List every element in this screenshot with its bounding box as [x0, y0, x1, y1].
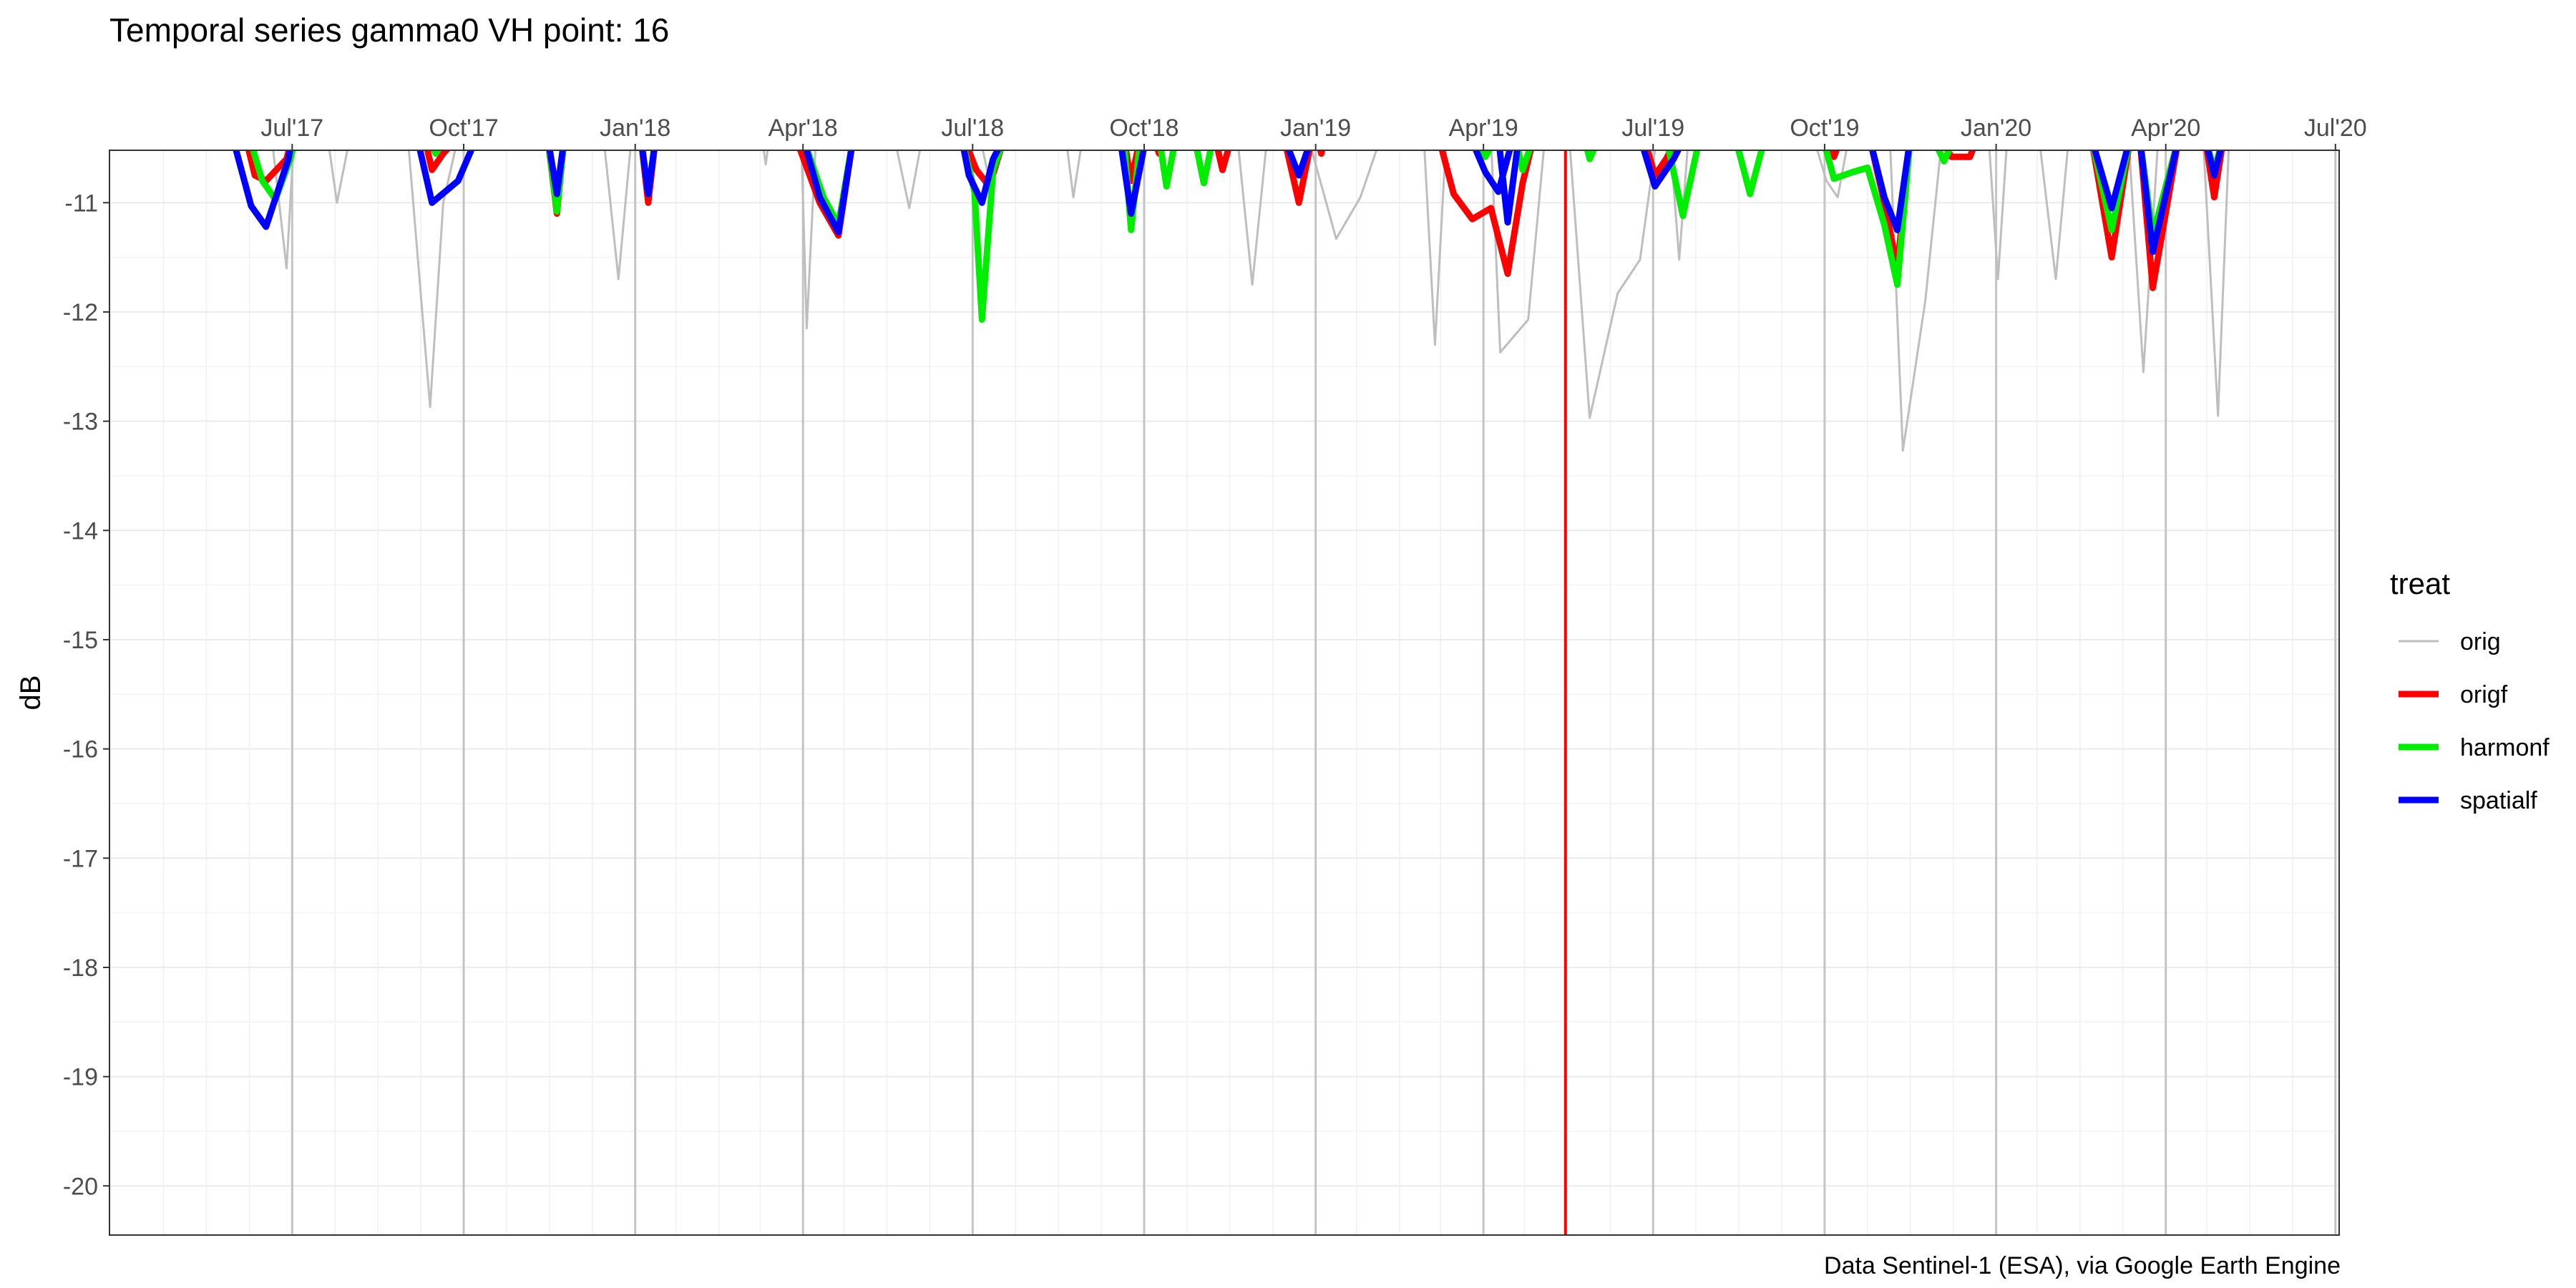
series-line-orig	[1568, 150, 1657, 419]
plot-border	[109, 150, 2340, 1236]
legend-item-orig: orig	[2399, 628, 2501, 655]
series-line-spatialf	[233, 150, 293, 230]
x-tick-label: Apr'20	[2131, 114, 2200, 142]
legend-item-origf: origf	[2399, 681, 2508, 708]
series-line-harmonf	[1194, 150, 1214, 187]
series-line-harmonf	[430, 150, 442, 157]
chart-title: Temporal series gamma0 VH point: 16	[109, 11, 669, 49]
series-line-orig	[1423, 150, 1447, 346]
legend-title: treat	[2390, 567, 2450, 600]
y-tick-label: -13	[63, 409, 98, 436]
x-tick-label: Apr'18	[769, 114, 838, 142]
series-line-spatialf	[1640, 150, 1682, 190]
series-line-origf	[1644, 150, 1674, 179]
chart-caption: Data Sentinel-1 (ESA), via Google Earth …	[1824, 1252, 2341, 1279]
legend-label-origf: origf	[2460, 681, 2508, 708]
series-line-orig	[1237, 150, 1267, 286]
series-line-origf	[424, 150, 451, 173]
series-line-spatialf	[1869, 150, 1912, 233]
series-line-harmonf	[1476, 150, 1493, 160]
y-tick-label: -18	[63, 955, 98, 982]
x-tick-label: Oct'18	[1109, 114, 1179, 142]
x-tick-label: Oct'17	[429, 114, 498, 142]
y-tick-label: -11	[64, 190, 98, 217]
series-line-spatialf	[639, 150, 658, 197]
series-line-spatialf	[2137, 150, 2180, 255]
series-line-origf	[1438, 150, 1534, 277]
x-tick-label: Jul'19	[1621, 114, 1684, 142]
series-line-harmonf	[1514, 150, 1533, 173]
plot-panel	[109, 150, 2339, 1235]
y-tick-label: -12	[63, 299, 98, 326]
series-layer	[233, 150, 2230, 452]
series-line-spatialf	[546, 150, 566, 197]
series-line-orig	[1490, 150, 1545, 353]
x-tick-label: Jan'19	[1280, 114, 1351, 142]
x-tick-label: Jan'18	[600, 114, 670, 142]
y-tick-label: -19	[63, 1064, 98, 1091]
series-line-orig	[2202, 150, 2230, 417]
series-line-spatialf	[1285, 150, 1311, 179]
x-tick-label: Jul'17	[260, 114, 323, 142]
x-tick-label: Jul'20	[2304, 114, 2367, 142]
y-axis-label: dB	[15, 675, 47, 711]
y-tick-label: -16	[63, 736, 98, 763]
series-line-orig	[1310, 150, 1378, 240]
series-line-orig	[603, 150, 632, 280]
series-line-orig	[272, 150, 295, 270]
series-line-orig	[1988, 150, 2008, 280]
legend: treat orig origf harmonf spatialf	[2390, 567, 2550, 814]
series-line-orig	[1816, 150, 1848, 199]
series-line-spatialf	[1118, 150, 1147, 217]
series-line-orig	[407, 150, 457, 409]
minor-gridlines	[109, 150, 2339, 1235]
series-line-orig	[1066, 150, 1082, 199]
series-line-harmonf	[1823, 150, 1913, 288]
series-line-orig	[2039, 150, 2069, 280]
series-line-spatialf	[2092, 150, 2131, 212]
legend-item-harmonf: harmonf	[2399, 734, 2550, 761]
series-line-harmonf	[1735, 150, 1765, 197]
y-tick-label: -20	[63, 1173, 98, 1200]
series-line-orig	[1889, 150, 1942, 452]
legend-label-orig: orig	[2460, 628, 2501, 655]
series-line-harmonf	[1584, 150, 1597, 162]
series-line-origf	[1317, 150, 1326, 157]
series-line-orig	[328, 150, 348, 204]
series-line-spatialf	[803, 150, 855, 235]
series-line-spatialf	[1472, 150, 1513, 195]
legend-label-harmonf: harmonf	[2460, 734, 2550, 761]
x-tick-label: Oct'19	[1790, 114, 1859, 142]
series-orig	[272, 150, 2230, 452]
series-line-orig	[896, 150, 922, 210]
x-axis-top: Jul'17 Oct'17 Jan'18 Apr'18 Jul'18 Oct'18 Jan'…	[260, 114, 2367, 150]
series-line-harmonf	[1935, 150, 1953, 165]
series-line-orig	[2128, 150, 2159, 374]
series-spatialf	[233, 150, 2224, 255]
series-line-harmonf	[1158, 150, 1177, 190]
x-tick-label: Jan'20	[1961, 114, 2031, 142]
y-axis: -11 -12 -13 -14 -15 -16 -17 -18 -19 -20	[63, 190, 109, 1200]
series-line-spatialf	[2205, 150, 2224, 179]
x-tick-label: Apr'19	[1449, 114, 1518, 142]
y-tick-label: -15	[63, 627, 98, 654]
series-line-origf	[1943, 150, 1976, 160]
y-tick-label: -14	[63, 517, 98, 545]
legend-item-spatialf: spatialf	[2399, 787, 2537, 814]
series-line-orig	[762, 150, 769, 166]
major-gridlines	[109, 150, 2339, 1235]
legend-label-spatialf: spatialf	[2460, 787, 2537, 814]
y-tick-label: -17	[63, 845, 98, 872]
series-line-spatialf	[960, 150, 1002, 206]
series-line-orig	[800, 150, 817, 330]
series-line-origf	[1214, 150, 1231, 173]
series-line-spatialf	[416, 150, 475, 206]
series-line-origf	[1827, 150, 1840, 160]
series-line-spatialf	[1496, 150, 1521, 226]
x-tick-label: Jul'18	[941, 114, 1004, 142]
